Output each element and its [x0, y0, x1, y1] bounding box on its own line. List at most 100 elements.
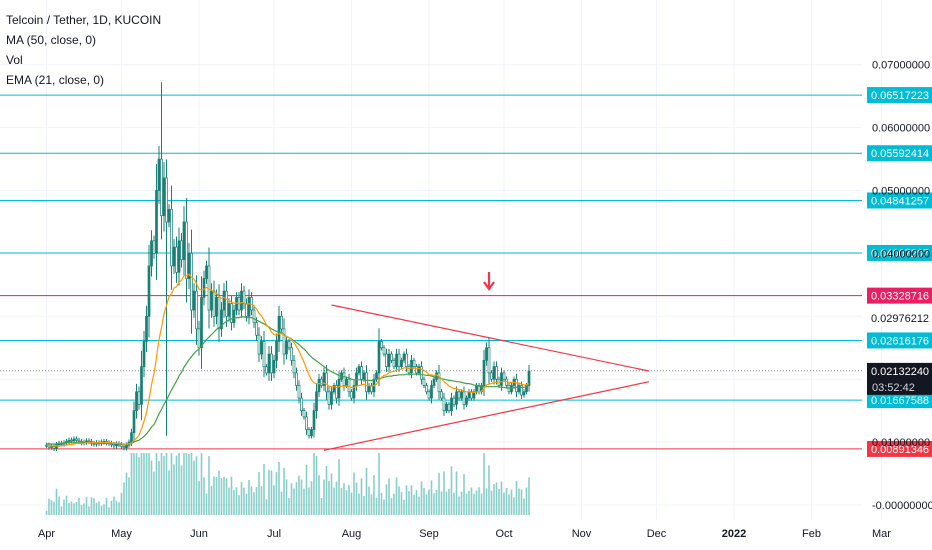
candle-body	[130, 432, 133, 443]
candle-body	[227, 303, 231, 317]
x-tick-label: Feb	[802, 528, 821, 540]
volume-bar	[168, 470, 170, 515]
candle-body	[85, 440, 88, 443]
candle-body	[327, 391, 331, 405]
y-tick-label: 0.06000000	[872, 123, 930, 135]
x-tick-label: Mar	[872, 528, 891, 540]
candle-body	[242, 290, 246, 305]
volume-bar	[250, 486, 253, 515]
volume-bar	[380, 493, 383, 515]
candle-body	[75, 438, 78, 441]
volume-bar	[350, 492, 353, 515]
candle-body	[400, 359, 403, 367]
candle-body	[502, 372, 506, 380]
candle-body	[160, 158, 163, 217]
volume-bar	[490, 490, 493, 515]
volume-bar	[480, 493, 483, 515]
candle-body	[507, 385, 511, 393]
volume-bar	[348, 485, 350, 515]
volume-bar	[413, 494, 415, 515]
volume-bar	[525, 487, 528, 515]
volume-bar	[330, 473, 333, 515]
y-tick-label: -0.00000000	[872, 500, 932, 512]
candle-body	[350, 391, 353, 399]
volume-bar	[373, 475, 375, 515]
candle-body	[155, 190, 158, 254]
candle-body	[280, 315, 283, 330]
volume-bar	[400, 492, 403, 515]
candle-body	[290, 347, 293, 361]
candle-body	[257, 334, 261, 355]
level-price-tag	[867, 192, 932, 209]
volume-bar	[438, 472, 440, 515]
volume-bar	[478, 487, 480, 515]
candle-body	[247, 297, 251, 317]
candle-body	[55, 444, 58, 449]
volume-bar	[123, 482, 125, 515]
volume-bar	[50, 500, 53, 515]
level-price-label: 0.05592414	[871, 148, 929, 160]
candlesticks	[45, 82, 531, 452]
volume-bar	[228, 487, 230, 515]
volume-bar	[135, 453, 138, 515]
candle-body	[407, 366, 411, 374]
arrow-head	[483, 281, 495, 291]
ema-indicator-label[interactable]: EMA (21, close, 0)	[6, 73, 105, 87]
symbol-title[interactable]: Telcoin / Tether, 1D, KUCOIN	[6, 13, 162, 27]
volume-bar	[290, 483, 293, 515]
candle-body	[292, 359, 296, 374]
volume-bar	[205, 493, 208, 515]
volume-bar	[303, 488, 305, 515]
volume-bar	[528, 477, 530, 515]
level-price-label: 0.06517223	[871, 90, 929, 102]
level-price-tag	[867, 87, 932, 104]
triangle-pattern	[323, 304, 650, 451]
volume-bar	[130, 453, 133, 515]
candle-body	[352, 385, 356, 399]
volume-bar	[513, 497, 515, 515]
candle-body	[467, 391, 471, 399]
volume-bar	[515, 481, 518, 515]
volume-bar	[110, 500, 113, 515]
candle-body	[465, 397, 468, 405]
candle-body	[415, 366, 418, 374]
volume-indicator-label[interactable]: Vol	[6, 53, 23, 67]
volume-bar	[128, 477, 130, 515]
volume-bar	[418, 496, 420, 515]
volume-bar	[53, 501, 55, 515]
volume-bar	[375, 498, 378, 515]
volume-bar	[355, 482, 358, 515]
ma-indicator-label[interactable]: MA (50, close, 0)	[6, 33, 97, 47]
last-price-label: 0.02132240	[871, 366, 929, 378]
volume-bar	[90, 497, 93, 515]
candle-body	[115, 443, 118, 447]
volume-bar	[185, 453, 188, 515]
price-axis[interactable]: 0.06517223 0.05592414 0.04841257 0.04007207…	[867, 60, 932, 512]
volume-bar	[160, 453, 163, 515]
candle-body	[112, 444, 116, 447]
candle-body	[347, 378, 351, 393]
candle-body	[425, 385, 428, 393]
candle-body	[377, 341, 381, 374]
level-price-tag	[867, 244, 932, 261]
triangle-lower-line	[323, 381, 650, 451]
candle-body	[202, 278, 206, 298]
time-axis[interactable]: Apr May Jun Jul Aug Sep Oct Nov Dec 2022 Feb Mar	[38, 528, 891, 540]
volume-bar	[45, 511, 48, 515]
volume-bar	[190, 453, 193, 515]
volume-bar	[268, 469, 270, 515]
candle-body	[230, 303, 233, 323]
candle-body	[170, 209, 173, 267]
candle-body	[380, 341, 383, 349]
volume-bar	[333, 487, 335, 515]
level-price-label: 0.01667588	[871, 395, 929, 407]
candle-body	[310, 429, 313, 437]
candle-body	[265, 366, 268, 374]
volume-bar	[270, 470, 273, 515]
volume-bar	[283, 467, 285, 515]
volume-bar	[73, 503, 75, 515]
candle-body	[390, 353, 393, 361]
triangle-upper-line	[331, 304, 650, 372]
volume-bar	[305, 464, 308, 515]
